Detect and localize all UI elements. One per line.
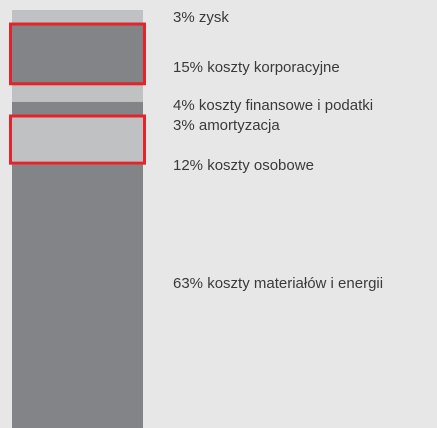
bar-segment-1 [12, 22, 143, 86]
highlight-frames [9, 22, 146, 165]
highlight-frame-1 [9, 22, 146, 86]
segment-label-3: 3% amortyzacja [173, 117, 280, 134]
segment-label-0: 3% zysk [173, 9, 229, 26]
bar-segment-5 [12, 164, 143, 428]
segment-label-2: 4% koszty finansowe i podatki [173, 97, 373, 114]
bar-segment-0 [12, 10, 143, 24]
bar-segment-3 [12, 101, 143, 115]
segment-labels: 3% zysk 15% koszty korporacyjne 4% koszty … [173, 9, 383, 292]
segment-label-4: 12% koszty osobowe [173, 157, 314, 174]
bar-segments [12, 10, 143, 428]
segment-label-1: 15% koszty korporacyjne [173, 59, 340, 76]
bar-segment-4 [12, 114, 143, 166]
segment-label-5: 63% koszty materiałów i energii [173, 275, 383, 292]
bar-segment-2 [12, 85, 143, 103]
highlight-frame-4 [9, 114, 146, 165]
